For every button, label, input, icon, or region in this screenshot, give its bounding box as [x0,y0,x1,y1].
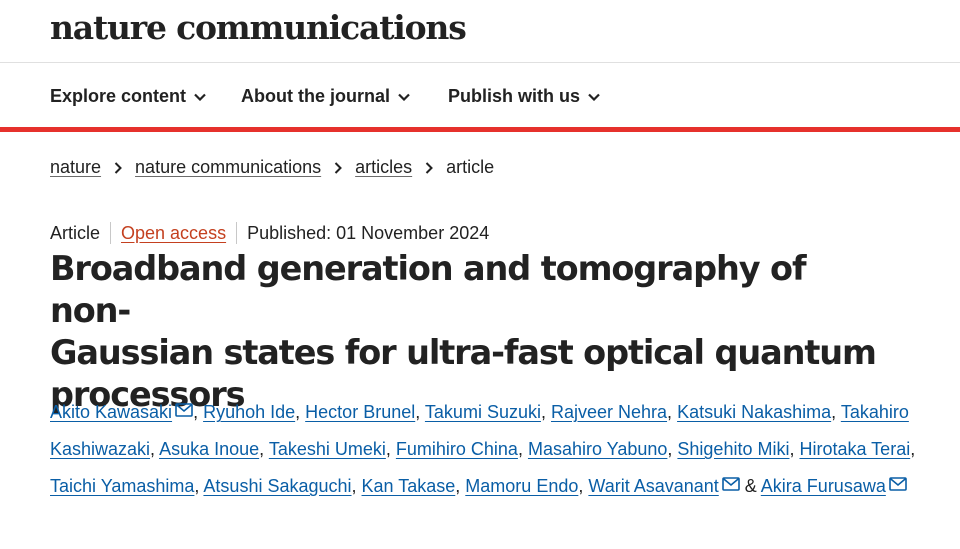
author-link[interactable]: Rajveer Nehra [550,402,668,422]
author-link[interactable]: Asuka Inoue [159,439,260,459]
breadcrumb: nature nature communications articles ar… [50,157,494,178]
article-meta: Article Open access Published: 01 Novemb… [50,222,489,244]
author-separator: , [193,402,204,422]
author-link[interactable]: Hirotaka Terai [799,439,911,459]
author-separator: , [517,439,528,459]
title-line: Gaussian states for ultra-fast optical q… [50,333,877,372]
site-header: nature communications Explore content Ab… [0,0,960,132]
brand-bar: nature communications [0,0,960,63]
chevron-down-icon [398,93,410,101]
author-separator: , [910,439,916,459]
author-link[interactable]: Atsushi Sakaguchi [203,476,352,496]
chevron-down-icon [194,93,206,101]
main-navigation: Explore content About the journal Publis… [0,63,960,127]
chevron-right-icon [425,161,434,174]
nav-publish-with-us[interactable]: Publish with us [448,86,600,107]
author-link[interactable]: Masahiro Yabuno [527,439,668,459]
author-link[interactable]: Fumihiro China [395,439,518,459]
author-link[interactable]: Hector Brunel [305,402,416,422]
author-separator: , [385,439,396,459]
breadcrumb-current: article [446,157,495,177]
published-date: Published: 01 November 2024 [247,222,490,243]
nav-label: Explore content [50,86,187,106]
envelope-icon[interactable] [721,477,740,491]
author-separator: & [739,476,761,496]
chevron-right-icon [334,161,343,174]
author-link[interactable]: Kan Takase [361,476,456,496]
chevron-down-icon [588,93,600,101]
author-separator: , [455,476,466,496]
nav-label: About the journal [241,86,390,106]
nav-label: Publish with us [448,86,581,106]
author-separator: , [295,402,306,422]
author-link[interactable]: Ryuhoh Ide [203,402,296,422]
author-separator: , [667,439,678,459]
envelope-icon[interactable] [889,477,907,491]
author-separator: , [150,439,160,459]
envelope-icon[interactable] [175,403,193,417]
author-link[interactable]: Takumi Suzuki [424,402,541,422]
nav-explore-content[interactable]: Explore content [50,86,206,107]
breadcrumb-link-nature[interactable]: nature [50,157,102,177]
title-line: processors [50,375,246,414]
meta-divider [236,222,238,244]
author-link[interactable]: Akira Furusawa [760,476,886,496]
nav-about-the-journal[interactable]: About the journal [241,86,410,107]
author-link[interactable]: Mamoru Endo [465,476,579,496]
author-separator: , [540,402,551,422]
article-title: Broadband generation and tomography of n… [50,248,880,416]
author-separator: , [351,476,362,496]
open-access-link[interactable]: Open access [121,222,227,243]
breadcrumb-link-nature-communications[interactable]: nature communications [135,157,322,177]
meta-divider [110,222,112,244]
article-type: Article [50,222,101,243]
author-separator: , [415,402,425,422]
chevron-right-icon [114,161,122,174]
journal-logo[interactable]: nature communications [50,8,467,47]
author-link[interactable]: Shigehito Miki [677,439,790,459]
author-separator: , [667,402,678,422]
author-link[interactable]: Akito Kawasaki [50,402,173,422]
author-list: Akito Kawasaki, Ryuhoh Ide, Hector Brune… [50,394,940,505]
author-separator: , [194,476,204,496]
author-link[interactable]: Takeshi Umeki [268,439,386,459]
author-link[interactable]: Takahiro Kashiwazaki [50,402,909,459]
breadcrumb-link-articles[interactable]: articles [355,157,413,177]
author-separator: , [578,476,589,496]
author-separator: , [259,439,269,459]
title-line: Broadband generation and tomography of n… [50,249,807,330]
author-separator: , [831,402,841,422]
brand-divider [0,127,960,132]
author-link[interactable]: Warit Asavanant [588,476,719,496]
author-separator: , [789,439,800,459]
author-link[interactable]: Katsuki Nakashima [677,402,832,422]
author-link[interactable]: Taichi Yamashima [50,476,195,496]
